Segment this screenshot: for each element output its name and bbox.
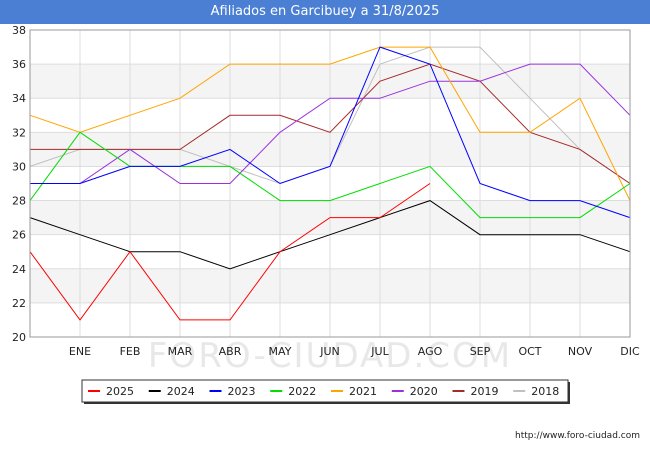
y-tick-label: 24 — [12, 263, 26, 276]
y-tick-label: 20 — [12, 331, 26, 344]
y-tick-label: 36 — [12, 58, 26, 71]
y-tick-label: 26 — [12, 229, 26, 242]
x-tick-label: JUL — [370, 345, 389, 358]
legend-label-2020: 2020 — [410, 385, 438, 398]
x-tick-label: ABR — [219, 345, 242, 358]
x-tick-label: MAY — [269, 345, 292, 358]
series-line-2020 — [30, 63, 631, 184]
x-tick-label: FEB — [120, 345, 141, 358]
legend-label-2019: 2019 — [471, 385, 499, 398]
x-tick-label: MAR — [168, 345, 193, 358]
y-tick-label: 38 — [12, 24, 26, 37]
watermark-text: FORO-CIUDAD.COM — [148, 336, 512, 376]
x-tick-label: JUN — [319, 345, 340, 358]
x-tick-label: ENE — [69, 345, 91, 358]
series-line-2023 — [30, 46, 631, 219]
y-tick-label: 32 — [12, 126, 26, 139]
legend-label-2025: 2025 — [106, 385, 134, 398]
y-tick-label: 28 — [12, 195, 26, 208]
legend-label-2024: 2024 — [167, 385, 195, 398]
legend-label-2021: 2021 — [349, 385, 377, 398]
footer-url: http://www.foro-ciudad.com — [515, 431, 640, 441]
y-tick-label: 30 — [12, 160, 26, 173]
legend-box — [81, 379, 569, 403]
y-tick-label: 22 — [12, 297, 26, 310]
series-line-2021 — [29, 46, 631, 201]
y-tick-label: 34 — [12, 92, 26, 105]
series-line-2025 — [29, 183, 431, 321]
chart-area: FORO-CIUDAD.COM 20 22 24 26 28 30 32 34 36 38 ENE F… — [0, 24, 650, 450]
plot-border — [29, 29, 631, 338]
x-tick-label: DIC — [620, 345, 640, 358]
x-tick-label: OCT — [518, 345, 541, 358]
x-tick-label: AGO — [418, 345, 443, 358]
legend-label-2018: 2018 — [531, 385, 559, 398]
legend-label-2023: 2023 — [228, 385, 256, 398]
x-tick-label: NOV — [568, 345, 593, 358]
legend-label-2022: 2022 — [288, 385, 316, 398]
x-tick-label: SEP — [470, 345, 491, 358]
chart-title: Afiliados en Garcibuey a 31/8/2025 — [0, 0, 650, 24]
